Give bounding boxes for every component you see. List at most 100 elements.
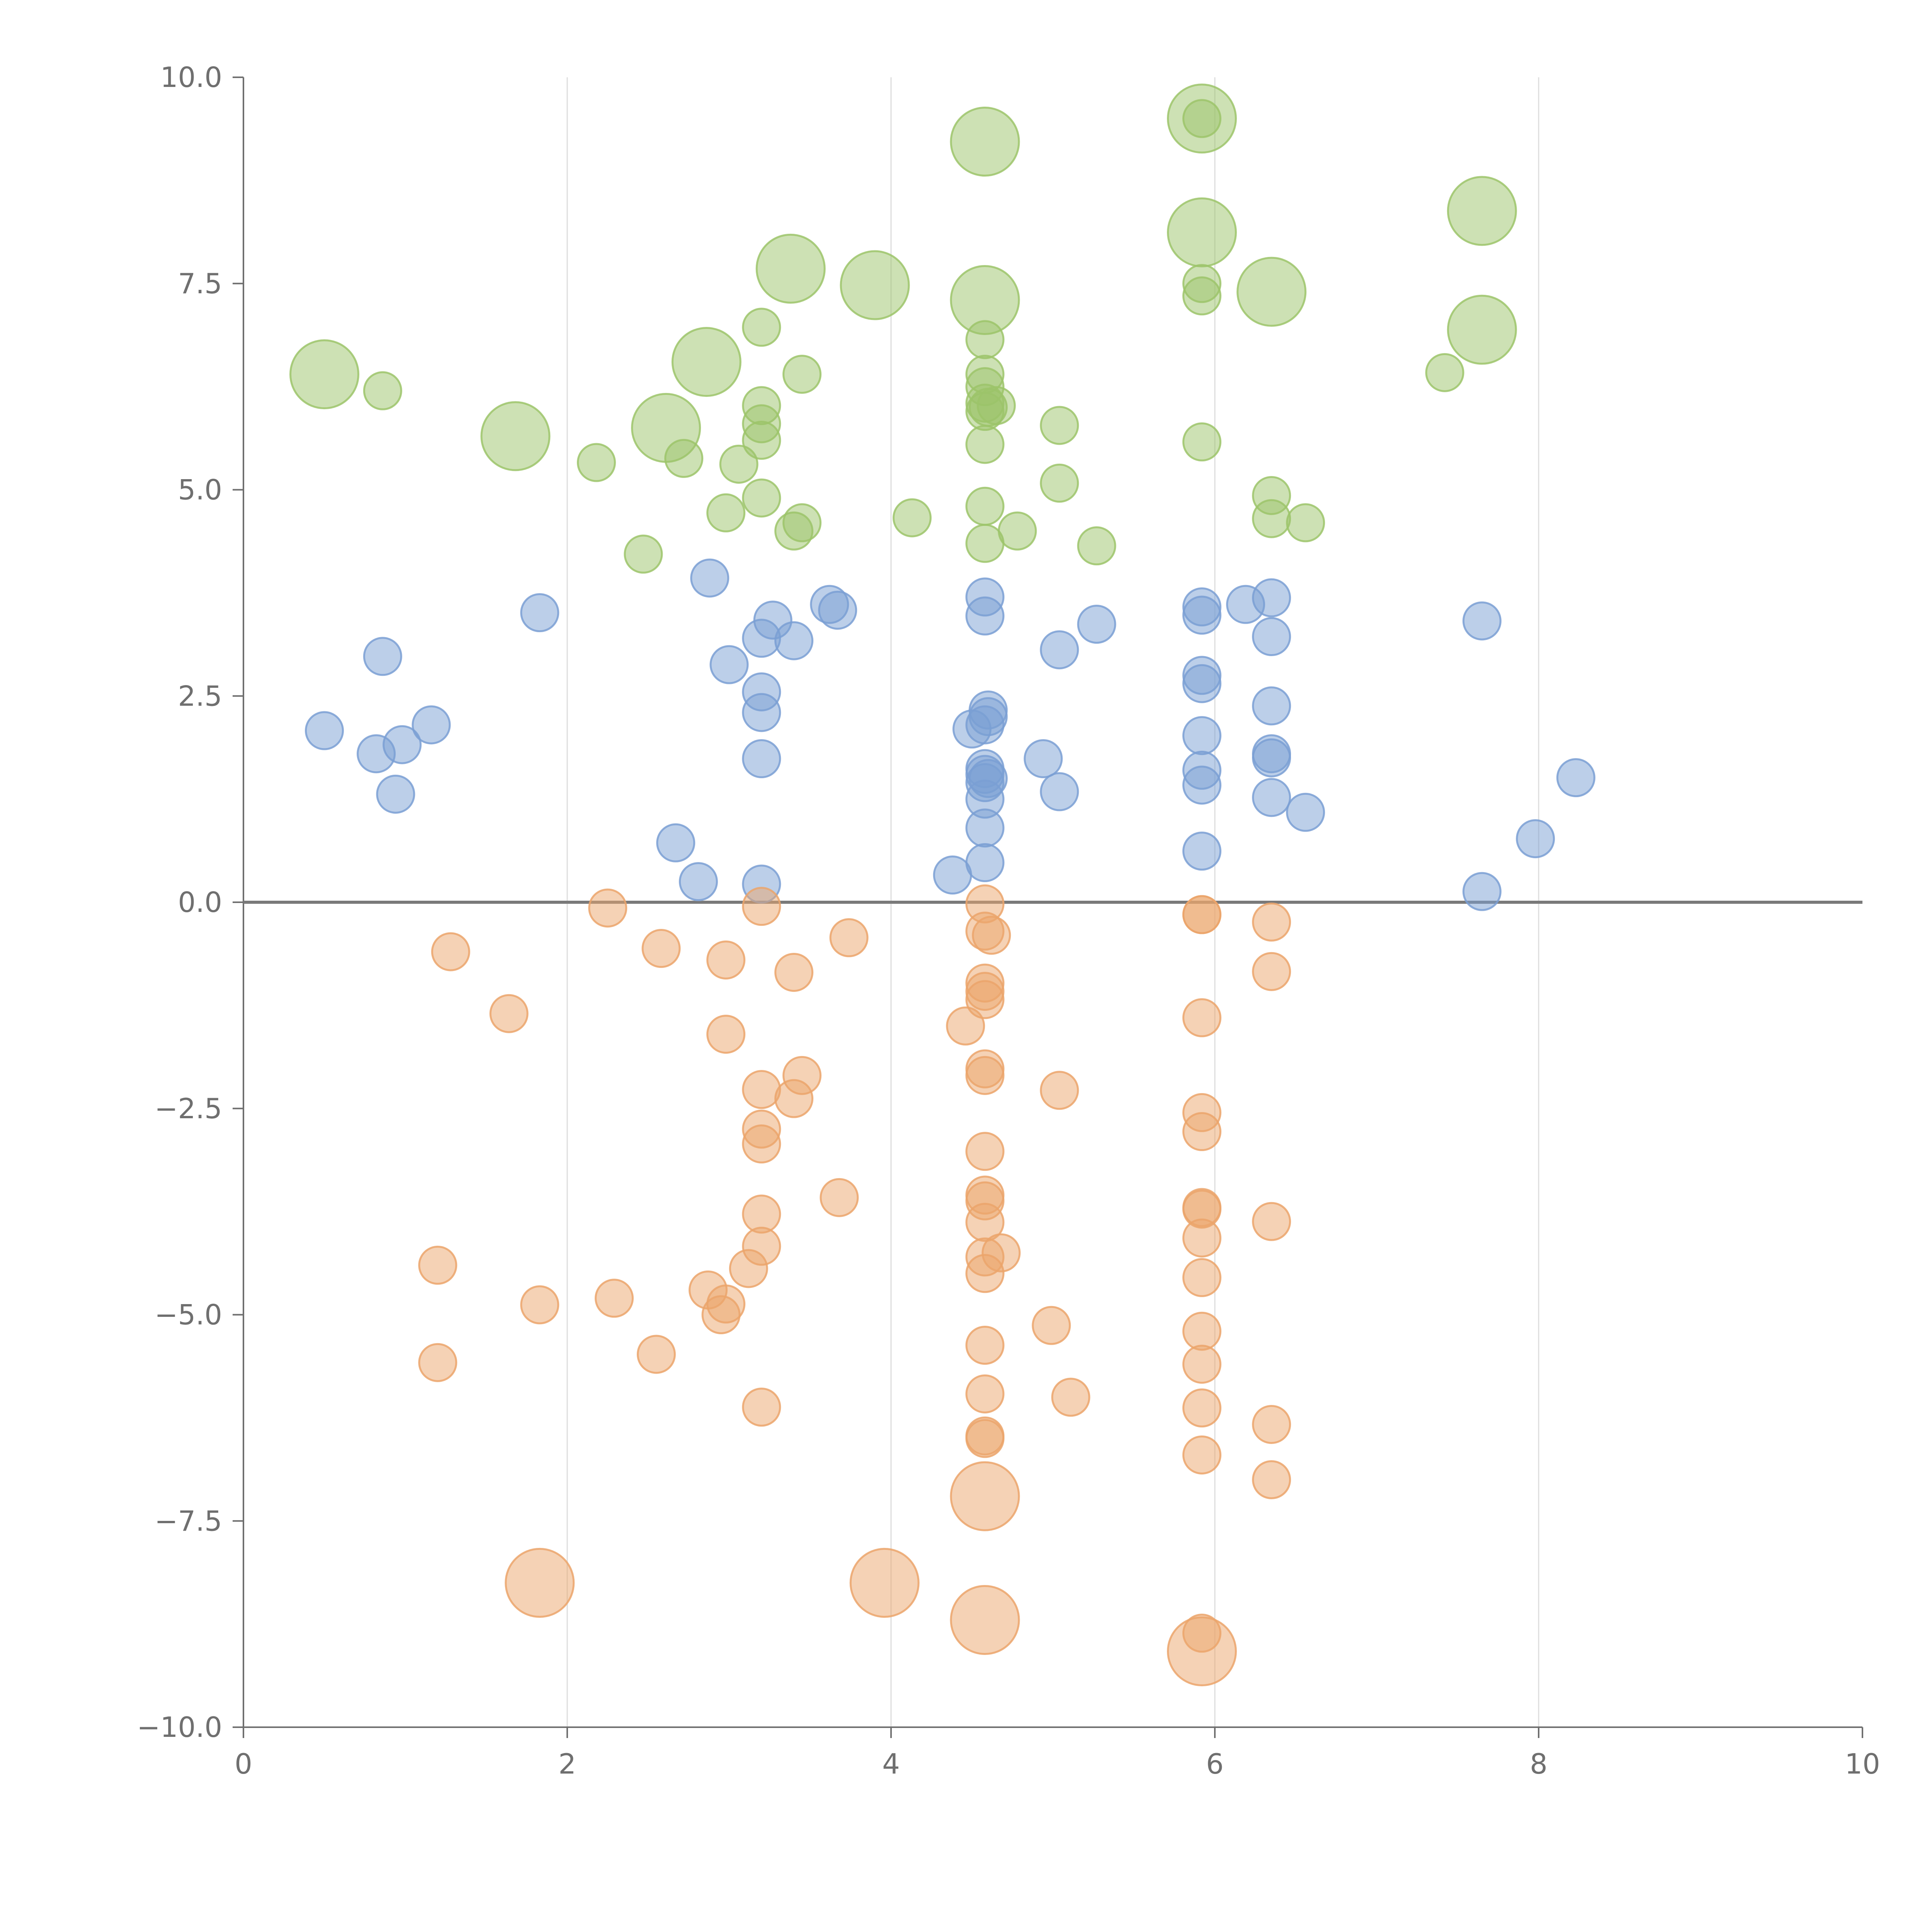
green-data-point bbox=[480, 401, 551, 471]
green-data-point bbox=[755, 233, 826, 304]
orange-data-point bbox=[706, 940, 746, 980]
blue-data-point bbox=[305, 711, 344, 750]
green-data-point bbox=[706, 493, 746, 532]
orange-data-point bbox=[418, 1245, 457, 1285]
orange-data-point bbox=[774, 952, 814, 992]
blue-data-point bbox=[520, 593, 560, 633]
blue-data-point bbox=[818, 590, 857, 630]
orange-data-point bbox=[505, 1548, 575, 1618]
blue-data-point bbox=[1462, 872, 1502, 911]
orange-data-point bbox=[641, 929, 681, 968]
green-data-point bbox=[742, 420, 781, 460]
y-tick-label: 5.0 bbox=[178, 474, 222, 506]
blue-data-point bbox=[965, 808, 1005, 848]
orange-data-point bbox=[418, 1343, 457, 1382]
green-data-point bbox=[742, 478, 781, 518]
orange-data-point bbox=[1182, 1345, 1221, 1384]
green-data-point bbox=[671, 327, 742, 397]
green-data-point bbox=[624, 534, 663, 574]
orange-data-point bbox=[965, 1254, 1005, 1293]
orange-data-point bbox=[1051, 1378, 1090, 1417]
orange-data-point bbox=[1032, 1306, 1071, 1345]
green-data-point bbox=[1167, 197, 1237, 267]
blue-data-point bbox=[742, 693, 781, 732]
y-tick-label: −7.5 bbox=[155, 1505, 222, 1537]
orange-data-point bbox=[950, 1461, 1020, 1531]
orange-data-point bbox=[1252, 952, 1291, 991]
green-data-point bbox=[1236, 257, 1307, 327]
green-data-point bbox=[363, 371, 402, 410]
green-data-point bbox=[1182, 99, 1221, 138]
orange-data-point bbox=[1182, 1218, 1221, 1258]
orange-data-point bbox=[1252, 1405, 1291, 1444]
green-data-point bbox=[1182, 276, 1221, 316]
orange-data-point bbox=[965, 980, 1005, 1019]
blue-data-point bbox=[1516, 819, 1555, 859]
green-data-point bbox=[782, 355, 822, 394]
blue-data-point bbox=[1024, 739, 1063, 779]
green-data-point bbox=[577, 443, 616, 482]
blue-data-point bbox=[965, 596, 1005, 636]
orange-data-point bbox=[1182, 1311, 1221, 1351]
blue-data-point bbox=[1040, 630, 1079, 670]
orange-data-point bbox=[1182, 1388, 1221, 1428]
orange-data-point bbox=[1182, 998, 1221, 1037]
blue-data-point bbox=[690, 558, 730, 598]
blue-data-point bbox=[965, 843, 1005, 883]
blue-data-point bbox=[1182, 664, 1221, 703]
orange-data-point bbox=[965, 1132, 1005, 1171]
green-data-point bbox=[664, 439, 704, 478]
orange-data-point bbox=[636, 1335, 676, 1374]
blue-data-point bbox=[1252, 778, 1291, 817]
green-data-point bbox=[1447, 294, 1517, 365]
blue-data-point bbox=[1462, 601, 1502, 641]
orange-data-point bbox=[595, 1279, 634, 1318]
blue-data-point bbox=[965, 705, 1005, 745]
green-data-point bbox=[1077, 526, 1116, 566]
y-tick-label: 2.5 bbox=[178, 680, 222, 712]
x-tick-label: 2 bbox=[558, 1748, 576, 1780]
orange-data-point bbox=[1040, 1071, 1079, 1110]
orange-data-point bbox=[520, 1285, 560, 1325]
blue-data-point bbox=[412, 705, 451, 745]
blue-data-point bbox=[383, 725, 422, 764]
blue-data-point bbox=[1252, 578, 1291, 617]
green-data-point bbox=[965, 486, 1005, 526]
orange-data-point bbox=[849, 1548, 920, 1618]
orange-data-point bbox=[1252, 1460, 1291, 1499]
blue-data-point bbox=[1077, 605, 1116, 644]
blue-data-point bbox=[656, 823, 696, 862]
x-tick-label: 8 bbox=[1530, 1748, 1548, 1780]
x-tick-label: 10 bbox=[1845, 1748, 1880, 1780]
green-data-point bbox=[742, 308, 781, 347]
blue-data-point bbox=[774, 621, 814, 660]
orange-data-point bbox=[965, 1419, 1005, 1458]
blue-data-point bbox=[1182, 832, 1221, 871]
green-data-point bbox=[976, 386, 1016, 425]
y-tick-label: 10.0 bbox=[160, 61, 222, 94]
orange-data-point bbox=[1182, 895, 1221, 934]
blue-data-point bbox=[363, 637, 402, 676]
green-data-point bbox=[892, 498, 932, 537]
orange-data-point bbox=[742, 887, 781, 926]
y-tick-label: 7.5 bbox=[178, 267, 222, 300]
blue-data-point bbox=[1040, 772, 1079, 811]
orange-data-point bbox=[946, 1006, 985, 1046]
blue-data-point bbox=[742, 739, 781, 779]
green-data-point bbox=[1252, 499, 1291, 538]
green-data-point bbox=[840, 250, 910, 320]
orange-data-point bbox=[1252, 1202, 1291, 1241]
orange-data-point bbox=[1182, 1112, 1221, 1151]
orange-data-point bbox=[965, 1374, 1005, 1413]
green-data-point bbox=[289, 339, 359, 410]
axes bbox=[233, 77, 1863, 1738]
orange-data-point bbox=[972, 915, 1011, 955]
orange-data-point bbox=[1182, 1258, 1221, 1297]
orange-data-point bbox=[1182, 1435, 1221, 1475]
green-data-point bbox=[1040, 463, 1079, 503]
orange-data-point bbox=[965, 1325, 1005, 1365]
green-data-point bbox=[1182, 422, 1221, 462]
blue-data-point bbox=[376, 774, 415, 814]
orange-data-point bbox=[431, 932, 470, 971]
blue-data-point bbox=[1252, 686, 1291, 726]
